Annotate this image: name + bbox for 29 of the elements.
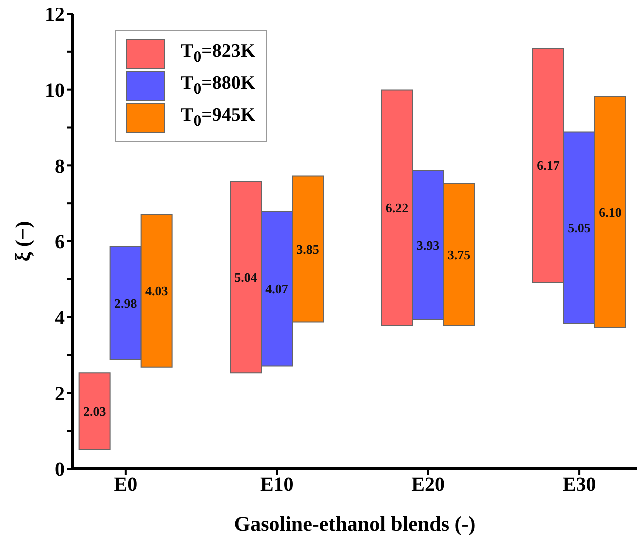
x-tick-label: E20 [412, 474, 446, 496]
legend-label: T$_{0}$=945K [181, 105, 256, 131]
data-label: 2.03 [83, 404, 107, 420]
y-tick-label: 8 [55, 156, 65, 178]
data-label: 6.10 [599, 204, 622, 220]
y-tick-label: 0 [55, 459, 65, 482]
data-label: 2.98 [114, 296, 138, 311]
data-label: 5.05 [568, 220, 592, 236]
x-tick-label: E30 [562, 474, 596, 496]
legend-label: T$_{0}$=823K [181, 41, 256, 67]
data-label: 3.85 [296, 242, 320, 257]
legend-label: T$_{0}$=880K [181, 73, 256, 99]
data-label: 6.22 [386, 200, 409, 216]
y-axis-title: ξ (−) [11, 221, 35, 262]
y-tick-label: 4 [55, 307, 65, 330]
data-label: 4.03 [145, 284, 169, 299]
y-tick-label: 12 [45, 4, 65, 26]
bar [78, 372, 111, 451]
y-tick-label: 10 [45, 80, 65, 102]
x-axis-title: Gasoline-ethanol blends (-) [234, 512, 476, 536]
data-label: 3.93 [416, 238, 440, 254]
data-label: 5.04 [234, 270, 258, 286]
data-label: 3.75 [448, 248, 472, 263]
data-label: 4.07 [266, 282, 289, 297]
x-tick-label: E10 [260, 474, 294, 496]
y-tick-label: 2 [55, 383, 65, 406]
y-tick-label: 6 [55, 232, 65, 254]
data-label: 6.17 [537, 158, 560, 174]
x-tick-label: E0 [114, 474, 138, 496]
